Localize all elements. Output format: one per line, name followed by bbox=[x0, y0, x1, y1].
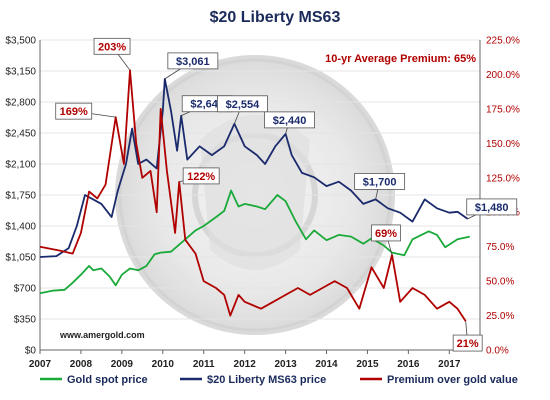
y-axis-left: $0 $350 $700 $1,050 $1,400 $1,750 $2,100 $2,450… bbox=[5, 36, 41, 357]
y-left-tick-label: $1,050 bbox=[5, 253, 36, 264]
legend-item: Gold spot price bbox=[40, 374, 148, 386]
x-tick-label: 2016 bbox=[397, 359, 420, 370]
x-axis: 2007 2008 2009 2010 2011 2012 2013 2014 2015 2016… bbox=[29, 349, 480, 370]
y-left-tick-label: $2,450 bbox=[5, 129, 36, 140]
legend-label: Gold spot price bbox=[67, 374, 148, 386]
y-left-tick-label: $0 bbox=[25, 346, 37, 357]
y-right-tick-label: 75.0% bbox=[486, 242, 514, 253]
y-right-tick-label: 150.0% bbox=[486, 139, 520, 150]
annotation-callout: $3,061 bbox=[164, 52, 219, 80]
series-layer bbox=[39, 69, 470, 322]
annotation-callout: $1,700 bbox=[354, 173, 406, 200]
legend-item: $20 Liberty MS63 price bbox=[180, 374, 326, 386]
gold-spot-line bbox=[39, 189, 470, 295]
annotation-layer: 203% 169% 122% 69% 21% $3,061 $2,645 $2,554 $2,4… bbox=[55, 37, 518, 352]
callout-label: 203% bbox=[98, 41, 126, 53]
annotation-callout: 122% bbox=[179, 167, 220, 185]
callout-label: $2,554 bbox=[226, 99, 261, 111]
callout-box bbox=[217, 95, 268, 113]
callout-box bbox=[182, 167, 220, 185]
chart-title: $20 Liberty MS63 bbox=[210, 9, 341, 26]
x-tick-label: 2010 bbox=[152, 359, 175, 370]
average-premium-note: 10-yr Average Premium: 65% bbox=[325, 53, 476, 65]
callout-label: $1,700 bbox=[363, 176, 397, 188]
annotation-callout: 169% bbox=[55, 102, 116, 120]
y-left-tick-label: $1,750 bbox=[5, 191, 36, 202]
annotation-callout: $2,440 bbox=[264, 111, 315, 134]
y-left-tick-label: $3,150 bbox=[5, 67, 36, 78]
y-right-tick-label: 50.0% bbox=[486, 277, 514, 288]
callout-label: $1,480 bbox=[475, 202, 509, 214]
callout-box bbox=[354, 173, 406, 190]
y-left-tick-label: $700 bbox=[14, 284, 37, 295]
annotation-callout: 69% bbox=[371, 224, 401, 256]
x-tick-label: 2015 bbox=[356, 359, 379, 370]
callout-label: $3,061 bbox=[176, 56, 210, 68]
callout-box bbox=[466, 198, 518, 216]
callout-label: $2,645 bbox=[190, 99, 224, 111]
y-left-tick-label: $350 bbox=[14, 315, 37, 326]
x-tick-label: 2014 bbox=[315, 359, 338, 370]
legend-label: Premium over gold value bbox=[387, 374, 518, 386]
callout-box bbox=[55, 102, 93, 120]
legend: Gold spot price $20 Liberty MS63 price Pre… bbox=[40, 374, 518, 386]
x-tick-label: 2011 bbox=[193, 359, 215, 370]
callout-box bbox=[93, 37, 131, 55]
x-tick-label: 2012 bbox=[234, 359, 257, 370]
y-axis-right: 0.0%25.0%50.0%75.0%100.0%125.0%150.0%175… bbox=[479, 36, 520, 357]
legend-item: Premium over gold value bbox=[360, 374, 518, 386]
y-right-tick-label: 225.0% bbox=[486, 36, 520, 47]
x-tick-label: 2009 bbox=[111, 359, 134, 370]
y-right-tick-label: 0.0% bbox=[486, 346, 509, 357]
callout-label: $2,440 bbox=[273, 115, 307, 127]
callout-label: 122% bbox=[187, 171, 215, 183]
y-right-tick-label: 125.0% bbox=[486, 173, 520, 184]
y-right-tick-label: 200.0% bbox=[486, 70, 520, 81]
premium-line bbox=[39, 69, 467, 322]
callout-box bbox=[371, 224, 401, 242]
callout-box bbox=[167, 52, 219, 70]
x-tick-label: 2008 bbox=[70, 359, 93, 370]
source-label: www.amergold.com bbox=[59, 330, 145, 340]
x-tick-label: 2017 bbox=[438, 359, 461, 370]
y-right-tick-label: 25.0% bbox=[486, 311, 514, 322]
y-right-tick-label: 175.0% bbox=[486, 104, 520, 115]
callout-label: 169% bbox=[60, 106, 88, 118]
liberty-price-line bbox=[39, 78, 469, 258]
callout-label: 69% bbox=[375, 228, 397, 240]
y-left-tick-label: $2,800 bbox=[5, 98, 36, 109]
y-left-tick-label: $3,500 bbox=[5, 36, 36, 47]
annotation-callout: 21% bbox=[452, 321, 483, 352]
legend-label: $20 Liberty MS63 price bbox=[207, 374, 326, 386]
callout-box bbox=[452, 334, 483, 352]
annotation-callout: $1,480 bbox=[466, 198, 518, 220]
y-left-tick-label: $2,100 bbox=[5, 160, 36, 171]
x-tick-label: 2007 bbox=[29, 359, 52, 370]
annotation-callout: $2,554 bbox=[217, 95, 268, 124]
x-tick-label: 2013 bbox=[274, 359, 297, 370]
y-left-tick-label: $1,400 bbox=[5, 222, 36, 233]
callout-box bbox=[264, 111, 315, 129]
annotation-callout: 203% bbox=[93, 37, 131, 71]
callout-label: 21% bbox=[457, 338, 479, 350]
